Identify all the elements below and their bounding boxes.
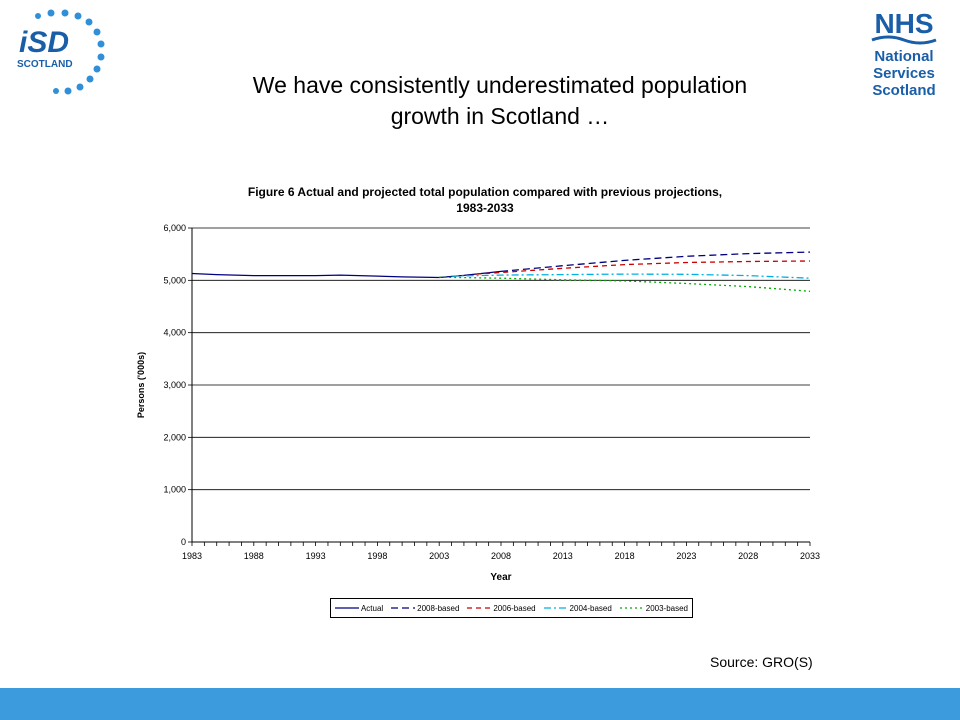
y-tick-label: 3,000 [163, 380, 186, 390]
y-tick-label: 6,000 [163, 223, 186, 233]
x-tick-label: 1983 [182, 551, 202, 561]
legend-swatch [543, 607, 568, 609]
nhs-logo-line-1: National [874, 48, 933, 65]
nhs-logo-line-3: Scotland [872, 82, 935, 99]
legend-label: 2008-based [417, 603, 460, 613]
y-axis-label: Persons ('000s) [136, 352, 146, 418]
x-axis-label: Year [490, 572, 511, 583]
series-line-2003-based [439, 276, 811, 292]
series-line-2006-based [476, 260, 811, 275]
legend-label: 2003-based [645, 603, 689, 613]
y-tick-label: 0 [181, 537, 186, 547]
nhs-logo-line-2: Services [873, 65, 935, 82]
series-line-actual [191, 270, 502, 279]
chart-title: Figure 6 Actual and projected total popu… [160, 184, 810, 216]
x-tick-label: 2008 [491, 551, 511, 561]
x-tick-label: 1998 [367, 551, 387, 561]
x-tick-label: 2013 [553, 551, 573, 561]
source-note: Source: GRO(S) [710, 654, 813, 670]
legend-item: 2003-based [619, 603, 689, 613]
x-tick-label: 1988 [244, 551, 264, 561]
y-tick-label: 4,000 [163, 328, 186, 338]
legend-item: 2004-based [543, 603, 612, 613]
legend-label: 2006-based [493, 603, 536, 613]
legend-swatch [391, 607, 416, 609]
isd-scotland-logo: iSD SCOTLAND [17, 9, 105, 95]
legend-item: 2008-based [391, 604, 459, 613]
footer-bar [0, 688, 960, 720]
slide-title: We have consistently underestimated popu… [150, 70, 850, 132]
slide-title-line-2: growth in Scotland … [390, 103, 610, 129]
chart-title-line-2: 1983-2033 [456, 201, 514, 215]
chart-title-line-1: Figure 6 Actual and projected total popu… [247, 185, 723, 199]
x-tick-label: 2018 [615, 551, 635, 561]
series-line-2008-based [500, 251, 811, 273]
slide-title-line-1: We have consistently underestimated popu… [252, 72, 748, 98]
x-tick-label: 2023 [676, 551, 696, 561]
x-tick-label: 2033 [800, 551, 820, 561]
y-tick-label: 2,000 [163, 432, 186, 442]
legend-swatch [467, 607, 492, 609]
x-tick-label: 1993 [306, 551, 326, 561]
chart-legend: Actual 2008-based 2006-based 2004-based 2003… [330, 598, 693, 618]
legend-swatch [334, 607, 359, 609]
legend-item: 2006-based [467, 603, 536, 613]
isd-logo-word: SCOTLAND [17, 59, 73, 70]
legend-label: 2004-based [569, 603, 612, 613]
nhs-logo-top: NHS [874, 8, 933, 39]
isd-logo-letters: iSD [19, 26, 69, 59]
legend-label: Actual [360, 603, 384, 613]
y-tick-label: 1,000 [163, 485, 186, 495]
y-tick-label: 5,000 [163, 275, 186, 285]
x-tick-label: 2003 [429, 551, 449, 561]
series-line-2004-based [451, 273, 811, 279]
population-line-chart: 0 1,000 2,000 3,000 4,000 5,000 6,000 1983 1988 1… [136, 223, 820, 583]
x-tick-label: 2028 [738, 551, 758, 561]
legend-swatch [619, 607, 644, 609]
nhs-logo: NHS National Services Scotland [871, 8, 937, 99]
legend-item: Actual [334, 603, 384, 613]
